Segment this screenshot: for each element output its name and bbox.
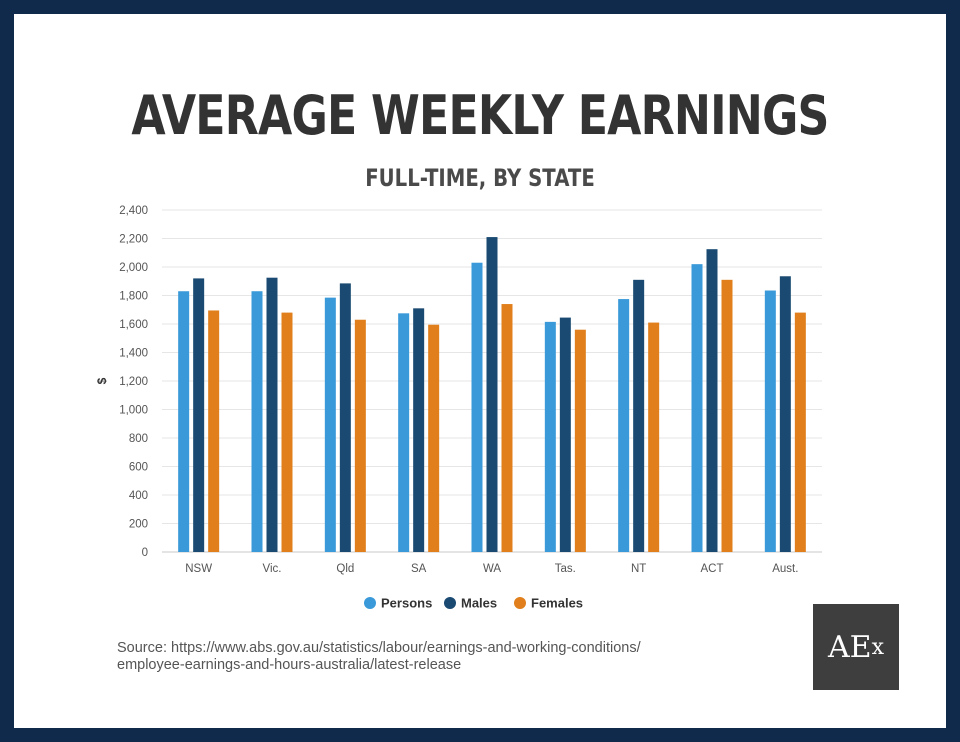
x-tick-label: Tas. bbox=[555, 563, 576, 575]
bar-females-nsw bbox=[208, 310, 220, 552]
bar-males-nsw bbox=[193, 278, 205, 552]
bar-males-nt bbox=[633, 279, 645, 552]
bar-persons-qld bbox=[324, 297, 336, 552]
legend-label-males: Males bbox=[461, 596, 497, 611]
bar-males-vic bbox=[266, 277, 278, 552]
y-tick-label: 1,800 bbox=[119, 291, 148, 303]
legend-label-females: Females bbox=[531, 596, 583, 611]
bar-males-aust bbox=[779, 276, 791, 552]
bar-persons-wa bbox=[471, 262, 483, 552]
bar-females-tas bbox=[574, 329, 586, 552]
aex-logo: AE x bbox=[813, 604, 899, 690]
bar-males-act bbox=[706, 249, 718, 552]
x-tick-label: SA bbox=[411, 563, 427, 575]
bar-persons-nsw bbox=[178, 291, 190, 552]
bar-females-wa bbox=[501, 304, 513, 552]
x-tick-label: ACT bbox=[701, 563, 724, 575]
y-tick-label: 2,400 bbox=[119, 205, 148, 217]
bar-persons-act bbox=[691, 264, 703, 552]
source-line-1: Source: https://www.abs.gov.au/statistic… bbox=[117, 640, 641, 656]
chart-title: AVERAGE WEEKLY EARNINGS bbox=[131, 84, 829, 147]
x-tick-label: NSW bbox=[185, 563, 212, 575]
bar-females-nt bbox=[648, 322, 660, 552]
x-tick-label: NT bbox=[631, 563, 646, 575]
y-tick-label: 1,600 bbox=[119, 319, 148, 331]
bar-females-act bbox=[721, 279, 733, 552]
infographic-card: AVERAGE WEEKLY EARNINGS FULL-TIME, BY ST… bbox=[14, 14, 946, 728]
y-tick-label: 800 bbox=[129, 433, 148, 445]
legend-marker-males bbox=[444, 597, 456, 609]
legend-marker-females bbox=[514, 597, 526, 609]
legend-label-persons: Persons bbox=[381, 596, 432, 611]
source-line-2: employee-earnings-and-hours-australia/la… bbox=[117, 657, 462, 673]
y-tick-label: 600 bbox=[129, 462, 148, 474]
bar-chart: 0 200 400 600 800 1,000 1,200 1,400 1,600 1,800 2,… bbox=[95, 205, 822, 611]
bar-males-wa bbox=[486, 237, 498, 552]
bar-persons-sa bbox=[398, 313, 410, 552]
y-tick-label: 2,000 bbox=[119, 262, 148, 274]
y-axis-label: $ bbox=[95, 377, 109, 384]
legend-marker-persons bbox=[364, 597, 376, 609]
y-tick-label: 400 bbox=[129, 490, 148, 502]
y-tick-label: 1,000 bbox=[119, 405, 148, 417]
bar-persons-nt bbox=[618, 299, 630, 552]
x-tick-label: Aust. bbox=[772, 563, 798, 575]
bar-males-qld bbox=[339, 283, 351, 552]
x-tick-label: Vic. bbox=[263, 563, 282, 575]
bar-females-aust bbox=[794, 312, 806, 552]
x-tick-label: WA bbox=[483, 563, 501, 575]
source-citation: Source: https://www.abs.gov.au/statistic… bbox=[117, 640, 757, 674]
y-tick-label: 200 bbox=[129, 519, 148, 531]
bar-persons-tas bbox=[544, 321, 556, 552]
bar-persons-vic bbox=[251, 291, 263, 552]
bar-males-tas bbox=[559, 317, 571, 552]
logo-text: AE bbox=[828, 629, 872, 665]
bar-females-vic bbox=[281, 312, 293, 552]
x-tick-label: Qld bbox=[336, 563, 354, 575]
bar-males-sa bbox=[413, 308, 425, 552]
logo-text-small: x bbox=[871, 634, 884, 660]
y-tick-label: 1,200 bbox=[119, 376, 148, 388]
bar-females-qld bbox=[354, 319, 366, 552]
y-tick-label: 0 bbox=[142, 547, 148, 559]
chart-subtitle: FULL-TIME, BY STATE bbox=[365, 164, 595, 192]
bar-females-sa bbox=[428, 324, 440, 552]
bar-persons-aust bbox=[764, 290, 776, 552]
y-tick-label: 2,200 bbox=[119, 234, 148, 246]
y-tick-label: 1,400 bbox=[119, 348, 148, 360]
